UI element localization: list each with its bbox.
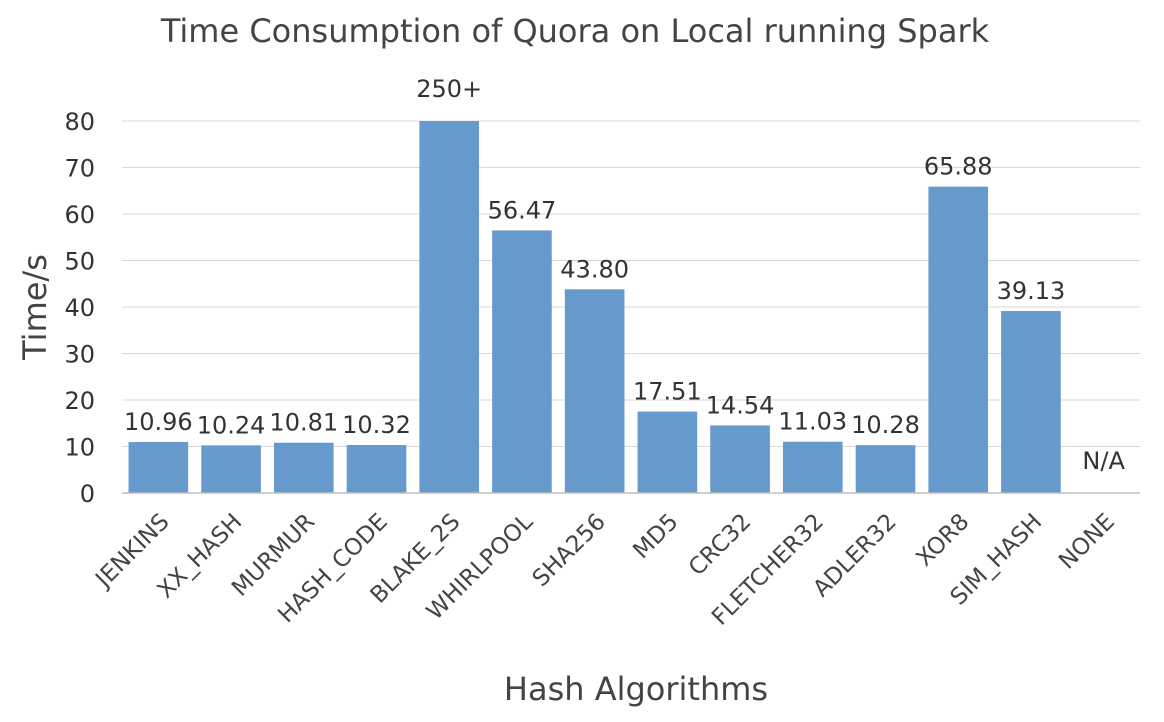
data-label: 14.54 (706, 391, 775, 419)
x-tick-label: CRC32 (684, 509, 756, 581)
y-tick-label: 10 (64, 434, 95, 462)
x-tick-label: SHA256 (528, 509, 611, 592)
x-axis-categories: JENKINSXX_HASHMURMURHASH_CODEBLAKE_2SWHI… (90, 509, 1120, 631)
bar-md5 (637, 411, 698, 493)
bar-jenkins (128, 442, 189, 493)
bar-xx-hash (201, 445, 261, 493)
data-label: 56.47 (488, 196, 557, 224)
data-label: 250+ (416, 75, 482, 103)
y-tick-label: 80 (64, 108, 95, 136)
data-label: 10.81 (269, 409, 338, 437)
data-label: 10.96 (124, 408, 193, 436)
y-axis-title: Time/s (16, 254, 54, 361)
y-axis-ticks: 0 10 20 30 40 50 60 70 80 (64, 108, 95, 508)
bars (128, 121, 1061, 494)
bar-xor8 (928, 186, 989, 493)
bar-adler32 (855, 445, 916, 493)
data-label: 10.24 (197, 411, 266, 439)
data-label: 65.88 (924, 153, 993, 181)
y-tick-label: 60 (64, 201, 95, 229)
data-label: 10.32 (342, 411, 411, 439)
bar-fletcher32 (782, 441, 843, 493)
y-tick-label: 50 (64, 248, 95, 276)
y-tick-label: 20 (64, 387, 95, 415)
x-tick-label: MD5 (628, 509, 683, 564)
data-label: 17.51 (633, 378, 702, 406)
bar-crc32 (710, 425, 770, 493)
y-tick-label: 0 (80, 480, 95, 508)
data-label: N/A (1082, 447, 1125, 475)
x-axis-title: Hash Algorithms (504, 670, 768, 708)
x-tick-label: XOR8 (912, 509, 975, 572)
bar-sha256 (564, 289, 625, 493)
y-tick-label: 30 (64, 341, 95, 369)
data-label: 11.03 (778, 408, 847, 436)
bar-sim-hash (1001, 311, 1061, 493)
bar-blake-2s (419, 121, 480, 493)
y-tick-label: 40 (64, 294, 95, 322)
data-label: 10.28 (851, 411, 920, 439)
y-tick-label: 70 (64, 155, 95, 183)
bar-hash-code (346, 445, 407, 493)
chart-title: Time Consumption of Quora on Local runni… (160, 12, 990, 50)
data-label: 39.13 (997, 277, 1066, 305)
gridlines (122, 120, 1140, 447)
bar-whirlpool (492, 230, 552, 494)
bar-murmur (273, 442, 334, 493)
x-tick-label: NONE (1054, 509, 1120, 575)
data-label: 43.80 (560, 255, 629, 283)
